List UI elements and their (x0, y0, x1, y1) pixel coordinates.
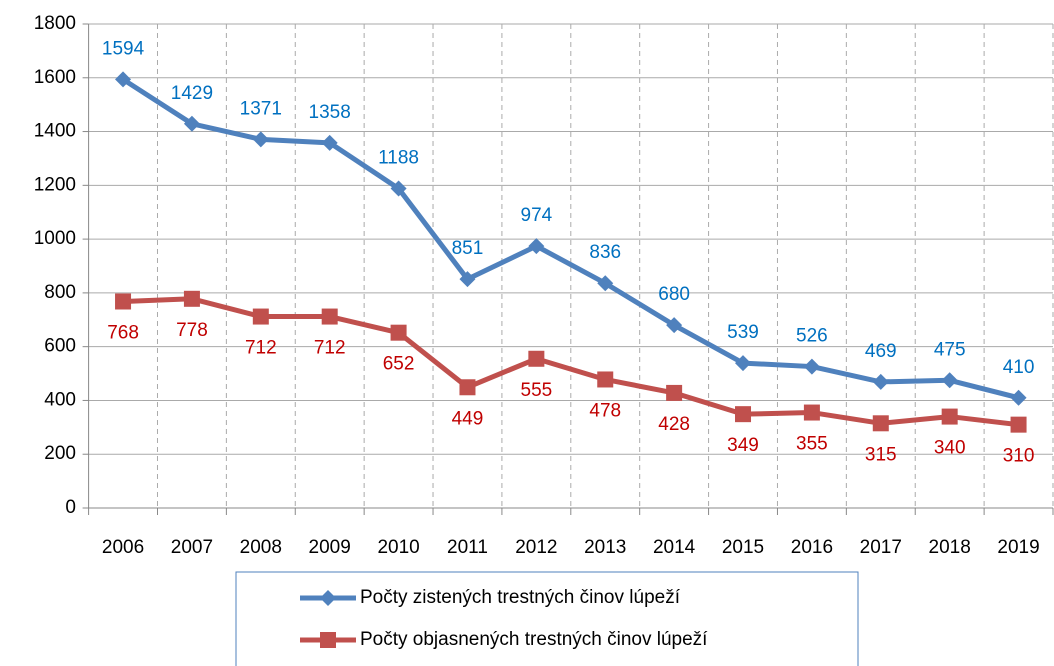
data-label: 410 (1003, 357, 1035, 378)
x-tick-label: 2013 (584, 537, 626, 558)
marker (390, 324, 407, 341)
marker (872, 415, 889, 432)
x-tick-label: 2006 (102, 537, 144, 558)
marker (666, 317, 683, 334)
data-label: 478 (589, 400, 621, 421)
data-label: 1429 (171, 83, 213, 104)
marker (390, 180, 407, 197)
y-tick-label: 200 (44, 443, 76, 464)
marker (252, 308, 269, 325)
y-tick-label: 1800 (34, 13, 76, 34)
data-label: 652 (383, 354, 415, 375)
x-tick-label: 2007 (171, 537, 213, 558)
x-tick-label: 2011 (447, 537, 488, 558)
marker (320, 590, 336, 606)
marker (1010, 389, 1027, 406)
x-tick-label: 2014 (653, 537, 696, 558)
marker (666, 384, 683, 401)
data-label: 340 (934, 438, 966, 459)
y-tick-label: 600 (44, 336, 76, 357)
x-tick-label: 2015 (722, 537, 764, 558)
data-label: 712 (245, 338, 277, 359)
series-line (121, 77, 1020, 401)
data-label: 974 (521, 205, 553, 226)
x-tick-label: 2010 (377, 537, 419, 558)
marker (252, 131, 269, 148)
x-tick-label: 2008 (240, 537, 282, 558)
data-label: 1594 (102, 38, 145, 59)
data-label: 555 (521, 380, 553, 401)
x-tick-label: 2009 (309, 537, 351, 558)
data-label: 1371 (240, 98, 282, 119)
marker (872, 373, 889, 390)
marker (321, 308, 338, 325)
data-label: 768 (107, 323, 139, 344)
marker (597, 371, 614, 388)
marker (597, 275, 614, 292)
marker (320, 632, 336, 648)
marker (321, 134, 338, 151)
data-label: 475 (934, 339, 966, 360)
legend-label: Počty objasnených trestných činov lúpeží (360, 629, 708, 650)
marker (803, 404, 820, 421)
marker (459, 379, 476, 396)
marker (803, 358, 820, 375)
marker (1010, 416, 1027, 433)
data-label: 680 (658, 284, 690, 305)
data-label: 1188 (378, 148, 419, 169)
legend-label: Počty zistených trestných činov lúpeží (360, 587, 681, 608)
data-label: 349 (727, 435, 759, 456)
y-tick-label: 1600 (34, 67, 76, 88)
x-tick-label: 2017 (860, 537, 902, 558)
marker (941, 372, 958, 389)
y-tick-label: 1400 (34, 121, 76, 142)
data-label: 851 (452, 238, 484, 259)
data-label: 539 (727, 322, 759, 343)
x-tick-label: 2019 (997, 537, 1039, 558)
marker (941, 408, 958, 425)
data-label: 449 (452, 408, 484, 429)
marker (183, 290, 200, 307)
y-tick-label: 1200 (34, 174, 76, 195)
data-label: 315 (865, 444, 897, 465)
data-label: 469 (865, 341, 897, 362)
marker (735, 406, 752, 423)
data-label: 355 (796, 434, 828, 455)
x-tick-label: 2012 (515, 537, 557, 558)
marker (528, 350, 545, 367)
data-label: 836 (589, 242, 621, 263)
y-tick-label: 400 (44, 389, 76, 410)
marker (183, 115, 200, 132)
series-line (122, 296, 1019, 428)
marker (115, 71, 132, 88)
data-label: 778 (176, 320, 208, 341)
data-label: 428 (658, 414, 690, 435)
y-tick-label: 1000 (34, 228, 76, 249)
y-tick-label: 0 (65, 497, 76, 518)
marker (528, 238, 545, 255)
x-tick-label: 2018 (929, 537, 971, 558)
legend-box (235, 571, 859, 666)
marker (459, 271, 476, 288)
data-label: 526 (796, 326, 828, 347)
data-label: 1358 (309, 102, 351, 123)
x-tick-label: 2016 (791, 537, 833, 558)
y-tick-label: 800 (44, 282, 76, 303)
marker (735, 355, 752, 372)
marker (115, 293, 132, 310)
data-label: 712 (314, 338, 346, 359)
data-label: 310 (1003, 446, 1035, 467)
